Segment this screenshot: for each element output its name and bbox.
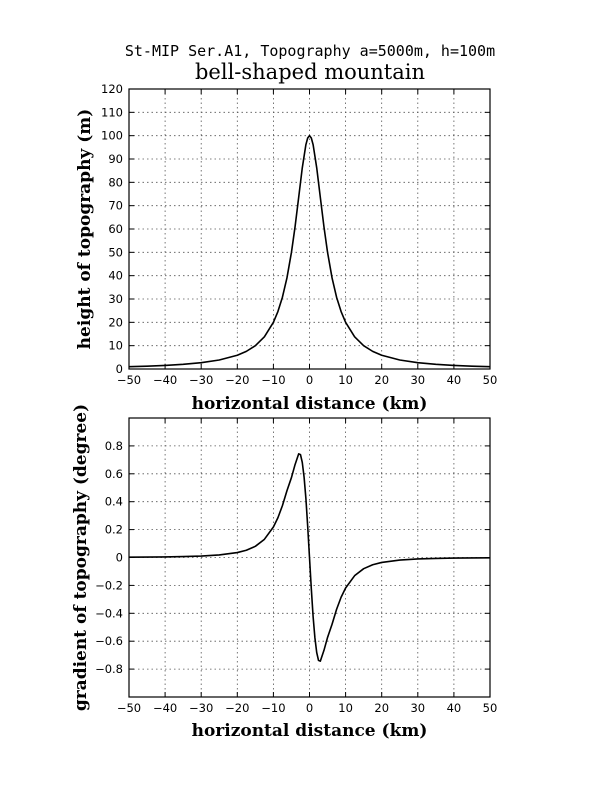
chart0-ytick-label-5: 50 [108, 245, 123, 259]
chart1-ytick-label-2: −0.4 [95, 606, 123, 620]
chart0-ytick-label-0: 0 [116, 362, 123, 376]
chart1-xtick-label-1: −40 [153, 701, 177, 715]
chart0-xtick-label-10: 50 [483, 373, 498, 387]
chart1-ytick-label-1: −0.6 [95, 634, 123, 648]
chart1-xtick-label-4: −10 [261, 701, 285, 715]
chart1-ytick-label-3: −0.2 [95, 578, 123, 592]
figure-suptitle: St-MIP Ser.A1, Topography a=5000m, h=100… [125, 42, 495, 60]
chart1-xtick-label-5: 0 [306, 701, 313, 715]
chart0-ytick-label-12: 120 [101, 82, 123, 96]
chart0-ytick-label-8: 80 [108, 175, 123, 189]
chart0-x-axis-label: horizontal distance (km) [192, 394, 428, 414]
chart1-xtick-label-10: 50 [483, 701, 498, 715]
chart1-xtick-label-6: 10 [338, 701, 353, 715]
chart1-xtick-label-0: −50 [117, 701, 141, 715]
chart1-ytick-label-4: 0 [116, 551, 123, 565]
chart1-x-axis-label: horizontal distance (km) [192, 721, 428, 741]
chart1-y-axis-label: gradient of topography (degree) [71, 404, 91, 711]
chart0-xtick-label-5: 0 [306, 373, 313, 387]
chart0-ytick-label-10: 100 [101, 129, 123, 143]
chart1-xtick-label-9: 40 [447, 701, 462, 715]
chart1-xtick-label-3: −20 [225, 701, 249, 715]
chart0-ytick-label-2: 20 [108, 315, 123, 329]
chart0-xtick-label-7: 20 [374, 373, 389, 387]
chart0-ytick-label-11: 110 [101, 105, 123, 119]
chart-topography-height: −50 −40 −30 −20 −10 0 10 20 30 40 50 0 10 20 30 40 50 60 7… [75, 82, 497, 414]
chart0-xtick-label-3: −20 [225, 373, 249, 387]
chart0-ytick-label-3: 30 [108, 292, 123, 306]
chart0-ytick-label-6: 60 [108, 222, 123, 236]
chart-topography-gradient: −50 −40 −30 −20 −10 0 10 20 30 40 50 −0.8 −0.6 −0.4 −0… [71, 404, 497, 741]
chart1-xtick-label-8: 30 [410, 701, 425, 715]
chart1-xtick-label-2: −30 [189, 701, 213, 715]
chart0-xtick-label-1: −40 [153, 373, 177, 387]
chart0-ytick-label-1: 10 [108, 339, 123, 353]
chart0-ytick-label-4: 40 [108, 269, 123, 283]
chart0-xtick-label-0: −50 [117, 373, 141, 387]
chart0-ytick-label-9: 90 [108, 152, 123, 166]
chart0-xtick-label-2: −30 [189, 373, 213, 387]
chart1-ytick-label-6: 0.4 [105, 495, 123, 509]
figure-title: bell-shaped mountain [195, 60, 425, 84]
chart1-ytick-label-7: 0.6 [105, 467, 123, 481]
chart0-xtick-label-8: 30 [410, 373, 425, 387]
chart1-xtick-label-7: 20 [374, 701, 389, 715]
chart0-series-line [128, 134, 491, 368]
chart0-xtick-label-9: 40 [447, 373, 462, 387]
chart0-y-axis-label: height of topography (m) [75, 109, 95, 350]
chart1-series-line [128, 453, 491, 662]
chart0-xtick-label-4: −10 [261, 373, 285, 387]
chart0-xtick-label-6: 10 [338, 373, 353, 387]
chart1-ytick-label-0: −0.8 [95, 662, 123, 676]
chart1-ytick-label-8: 0.8 [105, 439, 123, 453]
chart0-ytick-label-7: 70 [108, 199, 123, 213]
chart1-ytick-label-5: 0.2 [105, 523, 123, 537]
